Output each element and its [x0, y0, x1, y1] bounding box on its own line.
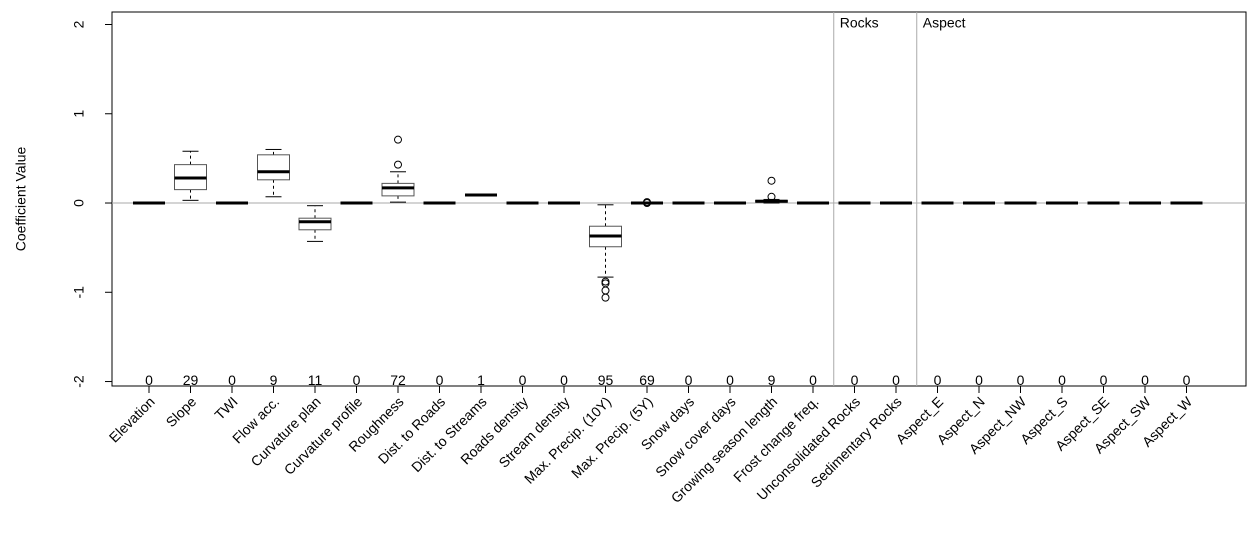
count-label: 95	[598, 372, 614, 388]
outlier	[394, 135, 402, 144]
outlier	[767, 192, 776, 201]
outlier	[601, 286, 610, 295]
x-tick-label: Elevation	[106, 393, 158, 445]
count-label: 0	[685, 372, 693, 388]
count-label: 72	[390, 372, 406, 388]
plot-frame	[111, 11, 1247, 387]
count-label: 9	[270, 372, 278, 388]
count-label: 0	[228, 372, 236, 388]
count-label: 0	[436, 372, 444, 388]
count-label: 0	[892, 372, 900, 388]
count-label: 9	[768, 372, 776, 388]
count-label: 0	[560, 372, 568, 388]
box	[381, 182, 415, 197]
group-label: Aspect	[923, 15, 966, 31]
count-label: 0	[851, 372, 859, 388]
count-label: 0	[726, 372, 734, 388]
box	[257, 154, 290, 181]
count-label: 0	[1183, 372, 1191, 388]
count-label: 0	[809, 372, 817, 388]
outlier	[601, 293, 610, 302]
y-tick-label: -1	[71, 286, 87, 299]
count-label: 0	[975, 372, 983, 388]
count-label: 0	[934, 372, 942, 388]
x-tick-label: Slope	[163, 393, 200, 430]
x-tick-label: TWI	[211, 393, 240, 422]
count-label: 11	[308, 372, 323, 388]
count-label: 0	[353, 372, 361, 388]
outlier	[767, 176, 776, 185]
x-tick-label: Dist. to Streams	[408, 393, 490, 475]
outlier	[394, 160, 402, 169]
y-tick-label: 2	[71, 20, 87, 28]
y-tick-label: -2	[71, 375, 87, 388]
box	[298, 217, 332, 231]
count-label: 69	[639, 372, 655, 388]
count-label: 1	[477, 372, 485, 388]
count-label: 0	[1058, 372, 1066, 388]
y-tick-label: 0	[71, 199, 87, 207]
group-label: Rocks	[840, 15, 879, 31]
count-label: 0	[1100, 372, 1108, 388]
y-tick-label: 1	[71, 110, 87, 118]
count-label: 0	[1141, 372, 1149, 388]
count-label: 0	[519, 372, 527, 388]
y-axis-label: Coefficient Value	[13, 147, 29, 252]
outlier	[643, 199, 651, 208]
count-label: 0	[145, 372, 153, 388]
count-label: 0	[1017, 372, 1025, 388]
count-label: 29	[183, 372, 199, 388]
